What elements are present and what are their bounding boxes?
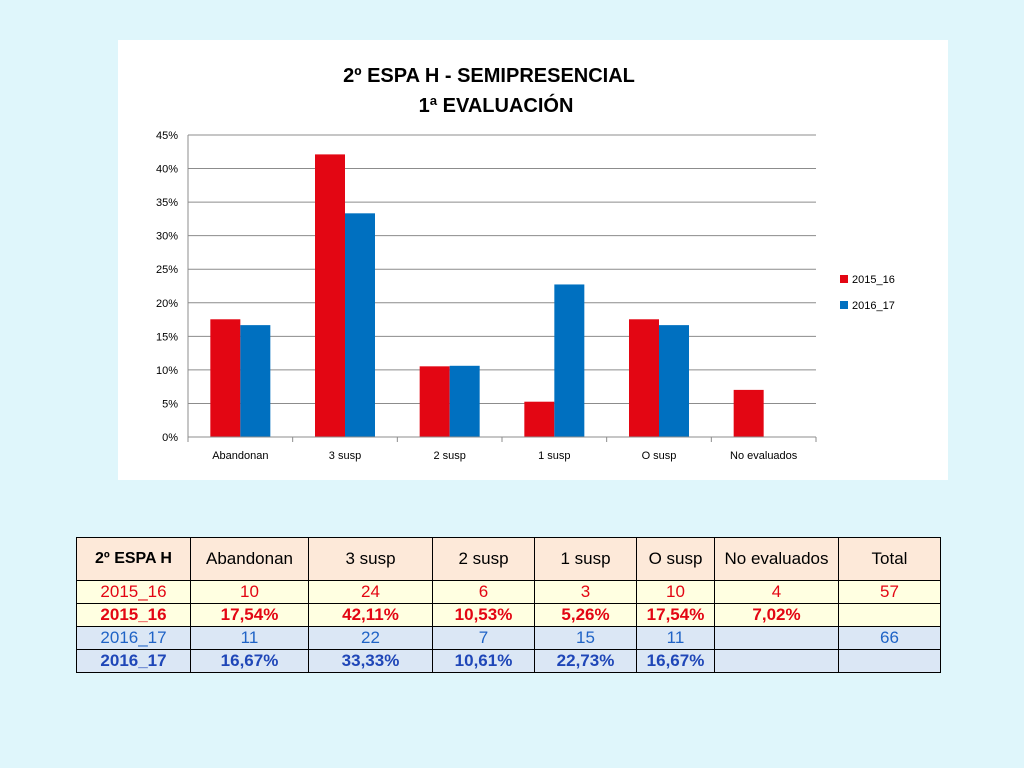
x-tick-label: 2 susp bbox=[433, 450, 465, 462]
y-tick-label: 10% bbox=[156, 365, 178, 377]
table-cell: 11 bbox=[190, 626, 309, 650]
table-cell: 17,54% bbox=[190, 603, 309, 627]
table-cell: 10 bbox=[636, 580, 715, 604]
bar-2016_17-3-susp bbox=[345, 213, 375, 437]
table-cell: 33,33% bbox=[308, 649, 433, 673]
legend-swatch bbox=[840, 275, 848, 283]
bar-2015_16-3-susp bbox=[315, 154, 345, 437]
bar-2015_16-abandonan bbox=[210, 319, 241, 437]
table-header-cell: 2 susp bbox=[432, 537, 535, 581]
table-header-row: 2º ESPA H Abandonan 3 susp 2 susp 1 susp O su… bbox=[76, 537, 941, 581]
y-tick-label: 0% bbox=[162, 432, 178, 444]
table-cell bbox=[714, 649, 839, 673]
table-row: 2016_17 11 22 7 15 11 66 bbox=[76, 626, 941, 650]
table-cell: 7 bbox=[432, 626, 535, 650]
y-tick-label: 30% bbox=[156, 231, 178, 243]
y-tick-label: 45% bbox=[156, 130, 178, 142]
bar-2016_17-o-susp bbox=[659, 325, 689, 437]
y-tick-label: 20% bbox=[156, 298, 178, 310]
data-table: 2º ESPA H Abandonan 3 susp 2 susp 1 susp O su… bbox=[76, 537, 941, 673]
chart-card: 2º ESPA H - SEMIPRESENCIAL 1ª EVALUACIÓN… bbox=[118, 40, 948, 480]
table-cell: 17,54% bbox=[636, 603, 715, 627]
table-cell: 5,26% bbox=[534, 603, 637, 627]
table-cell: 7,02% bbox=[714, 603, 839, 627]
table-header-cell: 2º ESPA H bbox=[76, 537, 191, 581]
bars bbox=[210, 154, 764, 437]
table-cell: 6 bbox=[432, 580, 535, 604]
table-header-cell: 1 susp bbox=[534, 537, 637, 581]
table-header-cell: 3 susp bbox=[308, 537, 433, 581]
x-tick-label: 3 susp bbox=[329, 450, 361, 462]
y-tick-label: 15% bbox=[156, 331, 178, 343]
bar-2015_16-1-susp bbox=[524, 401, 555, 437]
table-cell: 24 bbox=[308, 580, 433, 604]
table-cell: 4 bbox=[714, 580, 839, 604]
table-cell: 2016_17 bbox=[76, 626, 191, 650]
table-cell: 57 bbox=[838, 580, 941, 604]
y-tick-label: 5% bbox=[162, 398, 178, 410]
bar-2016_17-abandonan bbox=[240, 325, 271, 437]
y-tick-label: 25% bbox=[156, 264, 178, 276]
table-cell: 11 bbox=[636, 626, 715, 650]
table-cell: 10,61% bbox=[432, 649, 535, 673]
bar-chart: 2º ESPA H - SEMIPRESENCIAL 1ª EVALUACIÓN… bbox=[156, 65, 895, 462]
table-header-cell: Total bbox=[838, 537, 941, 581]
table-cell: 10,53% bbox=[432, 603, 535, 627]
legend-swatch bbox=[840, 301, 848, 309]
bar-2015_16-2-susp bbox=[419, 366, 450, 437]
table-cell: 2015_16 bbox=[76, 580, 191, 604]
table-cell: 3 bbox=[534, 580, 637, 604]
table-header-cell: O susp bbox=[636, 537, 715, 581]
table-row: 2016_17 16,67% 33,33% 10,61% 22,73% 16,67% bbox=[76, 649, 941, 673]
grid-lines bbox=[188, 134, 816, 438]
table-cell bbox=[838, 603, 941, 627]
x-tick-label: 1 susp bbox=[538, 450, 570, 462]
chart-subtitle: 1ª EVALUACIÓN bbox=[419, 93, 574, 117]
chart-title: 2º ESPA H - SEMIPRESENCIAL bbox=[343, 65, 635, 87]
legend: 2015_16 2016_17 bbox=[840, 274, 895, 312]
table-cell: 10 bbox=[190, 580, 309, 604]
bar-2016_17-2-susp bbox=[449, 365, 480, 437]
x-tick-label: O susp bbox=[642, 450, 677, 462]
bar-2015_16-no-evaluados bbox=[733, 389, 764, 437]
table-cell: 2015_16 bbox=[76, 603, 191, 627]
table-header-cell: No evaluados bbox=[714, 537, 839, 581]
table-cell: 2016_17 bbox=[76, 649, 191, 673]
table-cell: 66 bbox=[838, 626, 941, 650]
table-cell: 42,11% bbox=[308, 603, 433, 627]
table-cell bbox=[714, 626, 839, 650]
table-cell: 16,67% bbox=[636, 649, 715, 673]
table-header-cell: Abandonan bbox=[190, 537, 309, 581]
table-cell: 22 bbox=[308, 626, 433, 650]
legend-label: 2016_17 bbox=[852, 300, 895, 312]
table-cell bbox=[838, 649, 941, 673]
x-tick-label: Abandonan bbox=[212, 450, 268, 462]
y-tick-label: 40% bbox=[156, 164, 178, 176]
table-row: 2015_16 17,54% 42,11% 10,53% 5,26% 17,54% 7,02… bbox=[76, 603, 941, 627]
table-cell: 15 bbox=[534, 626, 637, 650]
x-tick-label: No evaluados bbox=[730, 450, 798, 462]
y-tick-label: 35% bbox=[156, 197, 178, 209]
bar-2015_16-o-susp bbox=[629, 319, 659, 437]
axes: 0% 5% 10% 15% 20% 25% 30% 35% 40% 45% Abandonan 3 s… bbox=[156, 130, 817, 462]
table-cell: 16,67% bbox=[190, 649, 309, 673]
table-cell: 22,73% bbox=[534, 649, 637, 673]
bar-2016_17-1-susp bbox=[554, 284, 585, 437]
table-row: 2015_16 10 24 6 3 10 4 57 bbox=[76, 580, 941, 604]
legend-label: 2015_16 bbox=[852, 274, 895, 286]
